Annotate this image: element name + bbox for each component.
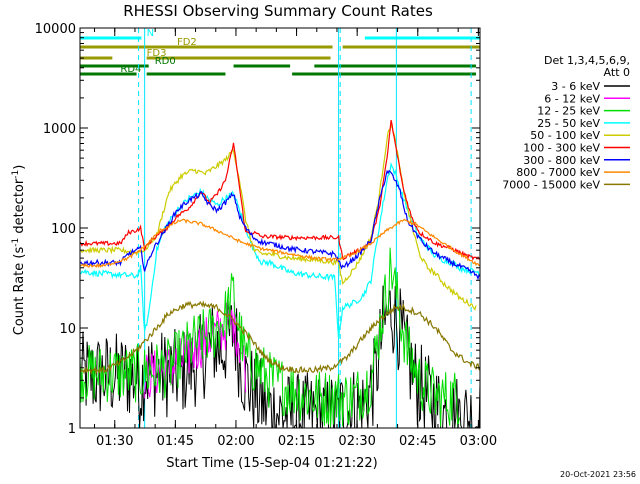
legend-label-0: 3 - 6 keV: [551, 80, 600, 93]
x-tick-label-1: 01:45: [157, 434, 194, 449]
flag-label-fd3: FD3: [147, 48, 167, 59]
legend-header-detectors: Det 1,3,4,5,6,9,: [544, 54, 630, 67]
flag-label-rd4: RD4: [120, 64, 141, 75]
x-tick-label-3: 02:15: [278, 434, 315, 449]
legend-label-6: 300 - 800 keV: [523, 154, 600, 167]
series-line-2: [79, 247, 461, 428]
legend-label-3: 25 - 50 keV: [537, 117, 600, 130]
x-axis-label: Start Time (15-Sep-04 01:21:22): [166, 456, 377, 471]
legend-label-2: 12 - 25 keV: [537, 105, 600, 118]
legend-label-4: 50 - 100 keV: [530, 129, 600, 142]
y-tick-label-0: 1: [68, 422, 76, 437]
y-axis-label-mid: detector: [12, 178, 27, 238]
series-layer: [79, 119, 481, 429]
y-tick-label-2: 100: [51, 222, 76, 237]
legend-label-7: 800 - 7000 keV: [516, 166, 600, 179]
x-tick-label-4: 02:30: [338, 434, 375, 449]
y-axis-label-end: ): [12, 165, 27, 170]
y-axis-label-superscript-2: -1: [11, 170, 21, 179]
legend-label-1: 6 - 12 keV: [544, 92, 600, 105]
series-line-8: [79, 300, 481, 376]
legend-label-8: 7000 - 15000 keV: [502, 178, 600, 191]
chart-title: RHESSI Observing Summary Count Rates: [123, 2, 433, 20]
x-tick-label-5: 02:45: [399, 434, 436, 449]
legend-label-5: 100 - 300 keV: [523, 142, 600, 155]
y-tick-label-3: 1000: [43, 122, 76, 137]
y-axis-label: Count Rate (s-1 detector-1): [11, 165, 27, 336]
series-line-0: [79, 285, 481, 429]
y-tick-label-4: 10000: [35, 22, 76, 37]
legend-header-attenuator: Att 0: [604, 66, 630, 79]
series-line-7: [79, 218, 481, 269]
flag-label-n: N: [147, 28, 154, 39]
y-axis-label-superscript-1: -1: [11, 238, 21, 247]
x-tick-label-6: 03:00: [460, 434, 497, 449]
series-line-6: [79, 169, 481, 281]
y-tick-label-1: 10: [59, 322, 76, 337]
x-tick-label-2: 02:00: [217, 434, 254, 449]
y-axis-label-main: Count Rate (s: [12, 247, 27, 336]
x-tick-label-0: 01:30: [96, 434, 133, 449]
flag-label-rd0: RD0: [155, 56, 176, 67]
footer-timestamp: 20-Oct-2021 23:56: [560, 470, 636, 479]
flag-label-fd2: FD2: [177, 37, 197, 48]
axes: 1 10 100 1000 10000 01:30 01:45 02:00 02:15 02:30…: [35, 22, 497, 449]
